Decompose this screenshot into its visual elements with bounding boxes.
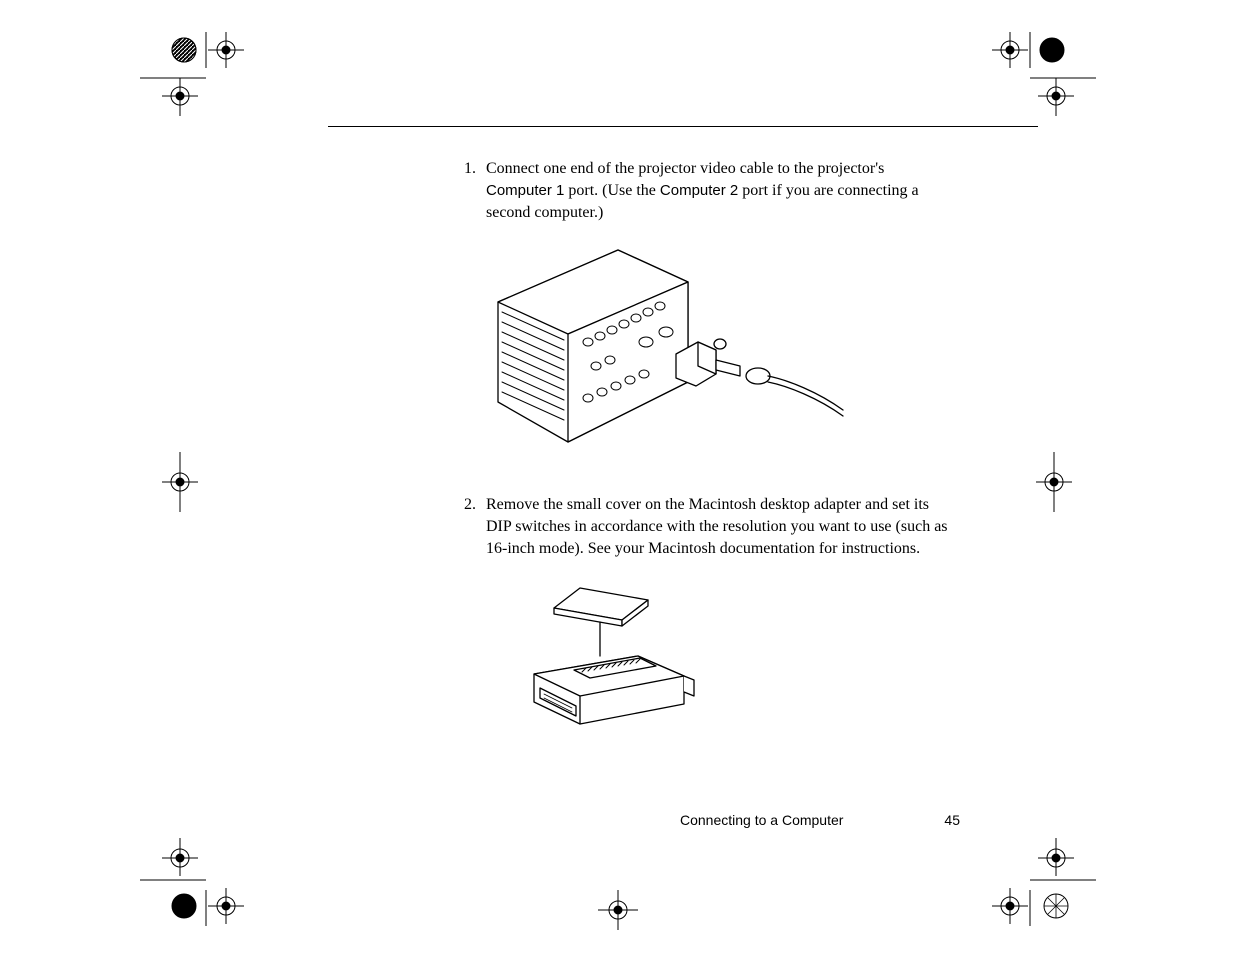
- crop-mark-top-right: [966, 26, 1096, 116]
- step-1-text-a: Connect one end of the projector video c…: [486, 160, 884, 177]
- crop-mark-bottom-center: [594, 886, 642, 934]
- step-1-text-b: port. (Use the: [564, 182, 660, 199]
- crop-mark-mid-right: [1030, 452, 1078, 512]
- step-2-text: Remove the small cover on the Macintosh …: [486, 494, 948, 560]
- crop-mark-bottom-right: [966, 838, 1096, 938]
- footer-section-title: Connecting to a Computer: [680, 812, 843, 828]
- body-content: 1. Connect one end of the projector vide…: [458, 158, 948, 780]
- ghost-column: [328, 220, 428, 239]
- step-1-number: 1.: [458, 158, 486, 224]
- page: 1. Connect one end of the projector vide…: [0, 0, 1235, 954]
- crop-mark-bottom-left: [140, 838, 270, 938]
- page-footer: Connecting to a Computer 45: [680, 812, 960, 828]
- port-label-computer-2: Computer 2: [660, 182, 738, 199]
- illustration-mac-adapter: [488, 578, 708, 748]
- step-1: 1. Connect one end of the projector vide…: [458, 158, 948, 224]
- step-2-number: 2.: [458, 494, 486, 560]
- step-1-text: Connect one end of the projector video c…: [486, 158, 948, 224]
- footer-page-number: 45: [944, 812, 960, 828]
- header-rule: [328, 126, 1038, 127]
- illustration-projector-cable: [488, 242, 848, 462]
- crop-mark-mid-left: [156, 452, 204, 512]
- step-2: 2. Remove the small cover on the Macinto…: [458, 494, 948, 560]
- port-label-computer-1: Computer 1: [486, 182, 564, 199]
- crop-mark-top-left: [140, 26, 270, 116]
